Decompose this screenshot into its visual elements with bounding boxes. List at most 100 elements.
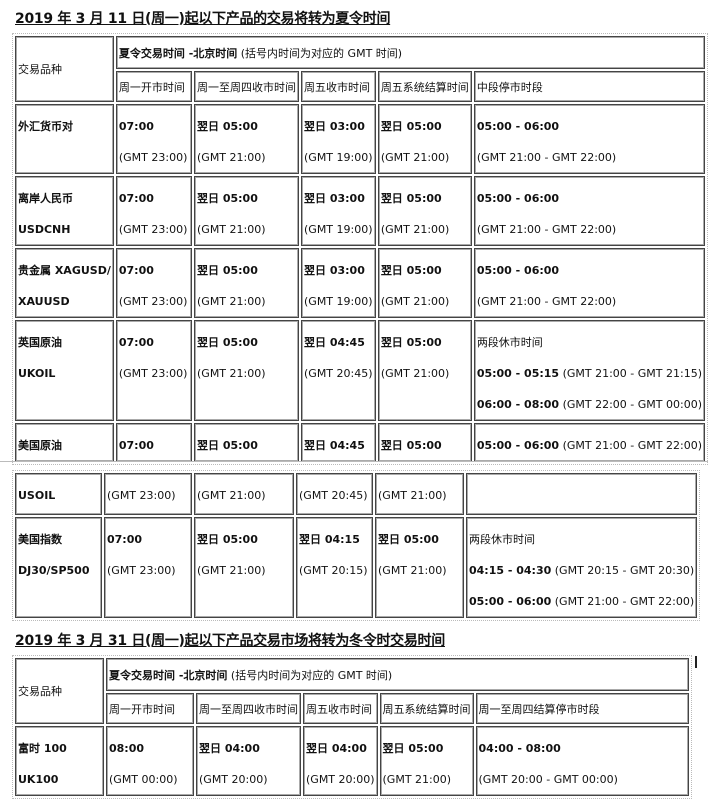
time-text: 翌日 05:00 <box>380 120 442 133</box>
time-text: 翌日 03:00 <box>304 192 365 205</box>
time-text: 翌日 04:00 <box>306 742 367 755</box>
time-text: (GMT 19:00) <box>304 295 373 308</box>
time-line: (GMT 21:00 - GMT 22:00) <box>477 214 702 245</box>
time-cell: 04:00 - 08:00 (GMT 20:00 - GMT 00:00) <box>475 726 689 796</box>
table-row: 美国指数 DJ30/SP500 07:00 (GMT 23:00) 翌日 05:00 (G… <box>15 517 698 618</box>
time-text: 07:00 <box>107 533 143 546</box>
product-name: USOIL <box>18 489 56 502</box>
time-text: (GMT 21:00 - GMT 22:00) <box>476 151 617 164</box>
time-text: 翌日 04:00 <box>199 742 260 755</box>
time-cell: 07:00 (GMT 23:00) <box>115 176 192 246</box>
time-line: 05:00 - 06:00 (GMT 21:00 - GMT 22:00) <box>469 586 694 617</box>
winter-time-table: 交易品种 夏令交易时间 -北京时间 (括号内时间为对应的 GMT 时间) 周一开市时… <box>12 655 692 799</box>
time-text: 翌日 03:00 <box>304 120 365 133</box>
section2-heading: 2019 年 3 月 31 日(周一)起以下产品交易市场将转为冬令时交易时间 <box>15 633 445 649</box>
time-line: (GMT 23:00) <box>107 555 189 586</box>
time-cell: 05:00 - 06:00 (GMT 21:00 - GMT 22:00) <box>473 248 705 318</box>
product-name: USDCNH <box>18 223 71 236</box>
time-cell: (GMT 21:00) <box>194 473 294 515</box>
time-cell: 翌日 03:00 (GMT 19:00) <box>301 104 376 174</box>
time-text: 05:00 - 06:00 <box>476 439 560 452</box>
time-line: 两段休市时间 <box>477 327 702 358</box>
time-text: (GMT 21:00) <box>197 151 266 164</box>
time-line: (GMT 21:00) <box>197 555 291 586</box>
time-line: (GMT 21:00) <box>197 358 296 389</box>
time-text: (GMT 21:00 - GMT 22:00) <box>476 295 617 308</box>
time-text: (GMT 21:00) <box>380 151 450 164</box>
product-cell: 美国原油 <box>15 423 114 462</box>
time-text: (GMT 21:00) <box>380 367 450 380</box>
time-group-header: 夏令交易时间 -北京时间 (括号内时间为对应的 GMT 时间) <box>106 658 689 691</box>
time-line: (GMT 20:45) <box>299 480 370 511</box>
time-text: 05:00 - 06:00 <box>476 264 560 277</box>
text-cursor <box>695 656 697 668</box>
product-cell: USOIL <box>15 473 102 515</box>
column-header-row: 周一开市时间 周一至周四收市时间 周五收市时间 周五系统结算时间 周一至周四结算停市时段 <box>15 693 689 724</box>
time-line: 05:00 - 06:00 <box>477 255 702 286</box>
time-line: 07:00 <box>119 183 189 214</box>
time-group-note: (括号内时间为对应的 GMT 时间) <box>237 46 403 60</box>
time-cell: 07:00 (GMT 23:00) <box>115 248 192 318</box>
time-line: (GMT 21:00) <box>381 358 469 389</box>
time-line: (GMT 21:00) <box>381 214 469 245</box>
product-cell: 离岸人民币 USDCNH <box>15 176 114 246</box>
time-text: (GMT 19:00) <box>304 151 373 164</box>
time-text: 05:00 - 06:00 <box>469 595 552 608</box>
time-cell: 翌日 05:00 (GMT 21:00) <box>194 248 299 318</box>
time-line: 08:00 <box>109 733 191 764</box>
product-name: 富时 100 <box>18 742 67 755</box>
time-cell: 翌日 04:00 (GMT 20:00) <box>303 726 378 796</box>
time-text: (GMT 21:00) <box>197 489 266 502</box>
time-line: 07:00 <box>119 430 189 461</box>
time-cell: 翌日 05:00 (GMT 21:00) <box>194 176 299 246</box>
time-cell: 翌日 05:00 (GMT 21:00) <box>377 104 472 174</box>
time-cell: 翌日 05:00 (GMT 21:00) <box>194 320 299 421</box>
time-line: (GMT 23:00) <box>107 480 189 511</box>
section1-heading: 2019 年 3 月 11 日(周一)起以下产品的交易将转为夏令时间 <box>15 11 391 27</box>
time-line: (GMT 21:00) <box>378 480 461 511</box>
summer-time-table-continued: USOIL (GMT 23:00) (GMT 21:00) (GMT 20:45) (G… <box>12 470 701 621</box>
time-cell: 翌日 05:00 (GMT 21:00) <box>194 104 299 174</box>
time-group-header: 夏令交易时间 -北京时间 (括号内时间为对应的 GMT 时间) <box>115 36 705 69</box>
header-row: 交易品种 夏令交易时间 -北京时间 (括号内时间为对应的 GMT 时间) <box>15 658 689 724</box>
product-cell: 贵金属 XAGUSD/XAUUSD <box>15 248 114 318</box>
time-line: (GMT 21:00) <box>381 142 469 173</box>
time-line: (GMT 20:00 - GMT 00:00) <box>479 764 686 795</box>
time-line: 04:00 - 08:00 <box>479 733 686 764</box>
time-text: (GMT 20:00) <box>199 773 268 786</box>
time-cell: 07:00 <box>115 423 192 462</box>
time-text: (GMT 21:00 - GMT 22:00) <box>551 595 695 608</box>
column-header: 周一开市时间 <box>106 693 194 724</box>
table-row: 美国原油 07:00 翌日 05:00 翌日 04:45 翌日 05:00 05:00 -… <box>15 423 705 462</box>
time-text: 翌日 05:00 <box>197 533 258 546</box>
time-line: 翌日 05:00 <box>197 327 296 358</box>
time-line: 05:00 - 06:00 (GMT 21:00 - GMT 22:00) <box>477 430 702 461</box>
time-group-title: 夏令交易时间 -北京时间 <box>109 668 228 682</box>
time-line: 翌日 05:00 <box>381 111 469 142</box>
time-text: (GMT 23:00) <box>107 564 176 577</box>
header-row: 交易品种 夏令交易时间 -北京时间 (括号内时间为对应的 GMT 时间) <box>15 36 705 102</box>
time-group-note: (括号内时间为对应的 GMT 时间) <box>227 668 393 682</box>
time-text: (GMT 20:00) <box>306 773 375 786</box>
time-line: 翌日 04:00 <box>199 733 298 764</box>
time-text: 05:00 - 05:15 <box>476 367 560 380</box>
time-line: 07:00 <box>119 327 189 358</box>
time-text: (GMT 21:00) <box>378 489 447 502</box>
time-text: 07:00 <box>118 192 154 205</box>
time-text: 07:00 <box>118 439 154 452</box>
time-line: (GMT 21:00 - GMT 22:00) <box>477 286 702 317</box>
time-cell: 翌日 05:00 (GMT 21:00) <box>194 517 294 618</box>
time-text: (GMT 20:45) <box>299 489 368 502</box>
time-cell: 05:00 - 06:00 (GMT 21:00 - GMT 22:00) <box>473 176 705 246</box>
time-cell: 05:00 - 06:00 (GMT 21:00 - GMT 22:00) <box>473 104 705 174</box>
time-cell: 07:00 (GMT 23:00) <box>115 104 192 174</box>
time-cell: 07:00 (GMT 23:00) <box>115 320 192 421</box>
time-cell: 两段休市时间 05:00 - 05:15 (GMT 21:00 - GMT 21:… <box>473 320 705 421</box>
time-text: 翌日 05:00 <box>380 192 442 205</box>
time-cell: 08:00 (GMT 00:00) <box>106 726 194 796</box>
time-line: (GMT 21:00) <box>383 764 471 795</box>
time-cell: 翌日 05:00 <box>377 423 472 462</box>
time-line: 翌日 03:00 <box>304 255 373 286</box>
time-text: 两段休市时间 <box>469 533 535 546</box>
time-line: 翌日 03:00 <box>304 111 373 142</box>
